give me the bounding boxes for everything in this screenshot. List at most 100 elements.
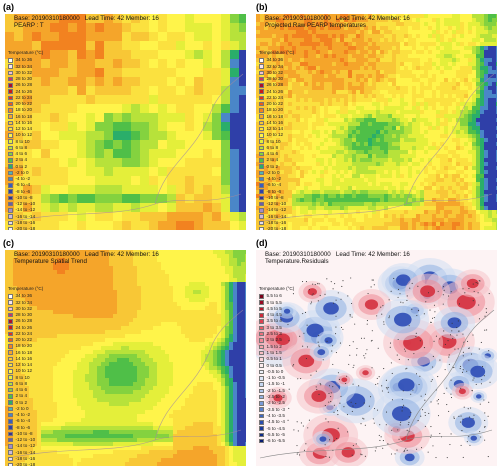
legend-entry: -18 to -16 — [259, 220, 294, 226]
legend-entry: 26 to 28 — [8, 318, 43, 324]
legend-swatch — [259, 170, 264, 176]
legend-swatch — [8, 381, 13, 387]
legend-swatch — [259, 413, 264, 419]
legend-entry: 2 to 4 — [259, 157, 294, 163]
panel-b-base: Base: 20190310180000 — [265, 15, 331, 22]
legend-label: 10 to 12 — [15, 368, 33, 374]
legend-swatch — [259, 208, 264, 213]
legend-swatch — [259, 201, 264, 207]
legend-entry: 8 to 10 — [259, 139, 294, 145]
legend-entry: -4 to -2 — [259, 176, 294, 182]
legend-entry: 24 to 26 — [8, 325, 43, 331]
legend-label: 32 to 34 — [15, 63, 33, 69]
legend-entry: -14 to -12 — [8, 443, 43, 449]
legend-label: -2 to 0 — [15, 169, 29, 175]
legend-entry: 3 to 3.5 — [259, 325, 294, 331]
legend-entry: 4.5 to 5 — [259, 306, 294, 312]
legend-label: 30 to 32 — [15, 305, 33, 311]
legend-entry: 34 to 36 — [8, 57, 43, 63]
legend-entry: -12 to -10 — [259, 201, 294, 207]
legend-swatch — [8, 431, 13, 437]
legend-entry: -16 to -14 — [8, 214, 43, 220]
legend-label: -18 to -16 — [266, 219, 287, 225]
legend-swatch — [8, 400, 13, 405]
legend-entry: 22 to 24 — [259, 95, 294, 101]
legend-swatch — [8, 412, 13, 418]
legend-label: 4 to 6 — [266, 151, 279, 156]
legend-swatch — [8, 208, 13, 213]
legend-entry: -6 to -5.5 — [259, 438, 294, 444]
legend-entry: -2 to 0 — [8, 406, 43, 412]
panel-b-raster — [256, 14, 497, 230]
legend-entry: -6 to -4 — [8, 418, 43, 424]
legend-entry: 3.5 to 4 — [259, 318, 294, 324]
legend-label: 2 to 4 — [266, 157, 279, 163]
legend-entry: 10 to 12 — [259, 132, 294, 138]
legend-swatch — [8, 437, 13, 443]
legend-swatch — [8, 350, 13, 355]
legend-entry: 34 to 36 — [259, 57, 294, 63]
legend-entry: 10 to 12 — [8, 132, 43, 138]
legend-swatch — [259, 195, 264, 201]
legend-swatch — [8, 312, 13, 318]
legend-swatch — [8, 337, 13, 343]
legend-label: 12 to 14 — [15, 362, 33, 367]
legend-entry: 30 to 32 — [8, 306, 43, 312]
legend-swatch — [8, 450, 13, 455]
legend-swatch — [259, 438, 264, 444]
legend-swatch — [259, 432, 264, 438]
legend-swatch — [259, 164, 264, 169]
legend-entry: -10 to -8 — [8, 431, 43, 437]
legend-swatch — [259, 306, 264, 312]
legend-entry: 4 to 4.5 — [259, 312, 294, 318]
legend-swatch — [259, 369, 264, 375]
legend-label: 16 to 18 — [15, 113, 33, 119]
legend-swatch — [8, 108, 13, 113]
legend-label: -10 to -8 — [15, 194, 33, 200]
legend-swatch — [8, 101, 13, 107]
legend-label: -6 to -5.5 — [266, 438, 285, 444]
legend-swatch — [8, 462, 13, 466]
legend-label: 30 to 32 — [266, 69, 284, 75]
legend-entry: -12 to -10 — [8, 437, 43, 443]
legend-entry: 28 to 30 — [259, 76, 294, 82]
legend-title: Temperature (°C) — [8, 50, 44, 55]
legend-entry: -16 to -14 — [8, 450, 43, 456]
panel-c-raster — [5, 250, 246, 466]
legend-swatch — [259, 76, 264, 82]
legend-label: 4.5 to 5 — [266, 305, 282, 311]
legend-label: 26 to 28 — [266, 82, 284, 88]
legend-entry: -14 to -12 — [259, 207, 294, 213]
panel-c-header: Base: 20190310180000 Lead Time: 42 Membe… — [14, 251, 159, 265]
legend-swatch — [259, 189, 264, 194]
legend-label: -16 to -14 — [15, 213, 36, 219]
legend-entry: 12 to 14 — [8, 126, 43, 132]
legend-entry: -4 to -2 — [8, 412, 43, 418]
legend-entry: -3 to -2.5 — [259, 400, 294, 406]
legend-swatch — [259, 313, 264, 318]
legend-label: 34 to 36 — [266, 57, 284, 63]
legend-entry: 16 to 18 — [8, 350, 43, 356]
legend-label: 24 to 26 — [15, 324, 33, 330]
legend-label: 22 to 24 — [266, 94, 284, 100]
legend-label: 2 to 4 — [15, 157, 28, 163]
legend-label: -4 to -3.5 — [266, 412, 285, 418]
legend-label: -20 to -18 — [15, 462, 36, 466]
legend-title: Temperature (°C) — [259, 286, 295, 291]
legend-swatch — [8, 387, 13, 393]
panel-a-base: Base: 20190310180000 — [14, 15, 80, 22]
legend-entry: 6 to 8 — [259, 145, 294, 151]
legend-entry: 0 to 2 — [8, 164, 43, 170]
legend-entry: 30 to 32 — [259, 70, 294, 76]
legend-label: 26 to 28 — [15, 82, 33, 88]
legend-label: 3.5 to 4 — [266, 318, 282, 324]
legend-label: -1 to -0.5 — [266, 375, 285, 381]
panel-c-letter: (c) — [3, 238, 14, 248]
legend-label: 18 to 20 — [266, 107, 284, 113]
legend-label: 20 to 22 — [15, 101, 33, 106]
legend-swatch — [8, 306, 13, 312]
legend-label: 2.5 to 3 — [266, 331, 282, 337]
panel-d-subtitle: Temperature.Residuals — [265, 258, 329, 265]
legend-label: -20 to -18 — [15, 226, 36, 230]
legend-swatch — [8, 189, 13, 194]
